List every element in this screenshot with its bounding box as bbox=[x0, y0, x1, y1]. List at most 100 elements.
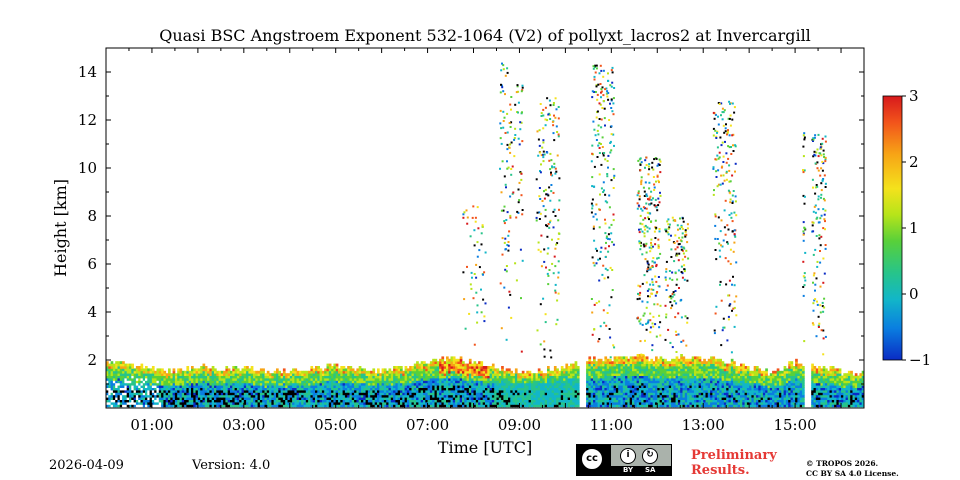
heatmap-cell bbox=[321, 382, 325, 386]
heatmap-cell bbox=[535, 390, 539, 393]
heatmap-cell bbox=[106, 370, 109, 374]
heatmap-cell bbox=[485, 366, 488, 369]
heatmap-cell bbox=[733, 392, 736, 396]
heatmap-cell bbox=[140, 387, 144, 391]
heatmap-cell bbox=[411, 385, 415, 388]
heatmap-cell bbox=[519, 394, 523, 398]
heatmap-cell bbox=[168, 370, 171, 374]
heatmap-cell bbox=[659, 378, 663, 381]
heatmap-cell bbox=[310, 370, 314, 374]
heatmap-cell bbox=[705, 385, 709, 388]
heatmap-cell bbox=[333, 399, 337, 403]
heatmap-cell bbox=[682, 402, 686, 405]
heatmap-cell bbox=[746, 399, 750, 403]
heatmap-cell bbox=[177, 404, 180, 408]
heatmap-cell bbox=[319, 387, 323, 391]
heatmap-cell bbox=[151, 397, 155, 400]
heatmap-cell bbox=[530, 397, 534, 400]
heatmap-cell bbox=[264, 399, 268, 403]
heatmap-cell bbox=[340, 378, 343, 381]
heatmap-cell bbox=[652, 394, 656, 398]
heatmap-cell bbox=[388, 382, 392, 386]
heatmap-cell bbox=[473, 368, 477, 372]
heatmap-cell bbox=[491, 363, 495, 367]
heatmap-cell bbox=[677, 368, 681, 372]
heatmap-cell bbox=[457, 366, 461, 369]
heatmap-cell bbox=[756, 373, 759, 376]
heatmap-cell bbox=[558, 387, 562, 391]
heatmap-cell bbox=[625, 356, 628, 360]
heatmap-cell bbox=[165, 402, 169, 405]
heatmap-cell bbox=[163, 397, 167, 400]
heatmap-cell bbox=[266, 392, 270, 396]
heatmap-cell bbox=[480, 392, 484, 396]
heatmap-cell bbox=[131, 402, 134, 405]
heatmap-cell bbox=[664, 361, 667, 364]
heatmap-cell bbox=[388, 390, 392, 393]
heatmap-cell bbox=[666, 387, 670, 391]
heatmap-cell bbox=[273, 375, 277, 379]
heatmap-cell bbox=[216, 390, 219, 393]
heatmap-cell bbox=[126, 392, 130, 396]
heatmap-cell bbox=[230, 397, 233, 400]
heatmap-cell bbox=[450, 380, 454, 384]
heatmap-cell bbox=[344, 387, 348, 391]
heatmap-cell bbox=[204, 394, 208, 398]
heatmap-cell bbox=[751, 385, 755, 388]
heatmap-cell bbox=[723, 394, 727, 398]
heatmap-cell bbox=[682, 385, 686, 388]
heatmap-cell bbox=[593, 363, 596, 367]
heatmap-cell bbox=[549, 382, 552, 386]
heatmap-cell bbox=[200, 375, 203, 379]
heatmap-cell bbox=[480, 390, 484, 393]
heatmap-cell bbox=[131, 390, 134, 393]
heatmap-cell bbox=[149, 375, 153, 379]
heatmap-cell bbox=[361, 378, 364, 381]
heatmap-cell bbox=[370, 390, 373, 393]
heatmap-cell bbox=[324, 399, 327, 403]
heatmap-cell bbox=[494, 394, 497, 398]
heatmap-cell bbox=[677, 361, 681, 364]
heatmap-cell bbox=[760, 373, 764, 376]
heatmap-cell bbox=[239, 402, 242, 405]
heatmap-cell bbox=[443, 363, 447, 367]
heatmap-cell bbox=[687, 387, 690, 391]
heatmap-cell bbox=[156, 378, 160, 381]
heatmap-cell bbox=[172, 387, 176, 391]
heatmap-cell bbox=[618, 392, 621, 396]
heatmap-cell bbox=[684, 404, 688, 408]
heatmap-cell bbox=[432, 358, 435, 362]
heatmap-cell bbox=[117, 373, 121, 376]
heatmap-cell bbox=[530, 402, 534, 405]
heatmap-cell bbox=[404, 373, 408, 376]
heatmap-cell bbox=[687, 394, 690, 398]
heatmap-cell bbox=[480, 370, 484, 374]
heatmap-cell bbox=[310, 366, 314, 369]
heatmap-cell bbox=[680, 356, 683, 360]
heatmap-cell bbox=[498, 404, 502, 408]
heatmap-cell bbox=[590, 385, 594, 388]
heatmap-cell bbox=[553, 394, 557, 398]
heatmap-cell bbox=[659, 397, 663, 400]
heatmap-cell bbox=[510, 385, 513, 388]
heatmap-cell bbox=[186, 375, 190, 379]
heatmap-cell bbox=[202, 378, 206, 381]
heatmap-cell bbox=[556, 375, 559, 379]
heatmap-cell bbox=[542, 385, 546, 388]
heatmap-cell bbox=[526, 390, 529, 393]
heatmap-cell bbox=[257, 390, 261, 393]
heatmap-cell bbox=[122, 385, 125, 388]
heatmap-cell bbox=[712, 402, 716, 405]
heatmap-cell bbox=[448, 390, 451, 393]
heatmap-cell bbox=[620, 394, 624, 398]
heatmap-cell bbox=[712, 373, 716, 376]
heatmap-cell bbox=[675, 385, 679, 388]
heatmap-cell bbox=[638, 356, 642, 360]
heatmap-cell bbox=[326, 387, 330, 391]
heatmap-cell bbox=[151, 378, 155, 381]
heatmap-cell bbox=[565, 366, 569, 369]
heatmap-cell bbox=[521, 370, 525, 374]
heatmap-cell bbox=[615, 361, 619, 364]
heatmap-cell bbox=[618, 387, 621, 391]
heatmap-cell bbox=[301, 390, 304, 393]
